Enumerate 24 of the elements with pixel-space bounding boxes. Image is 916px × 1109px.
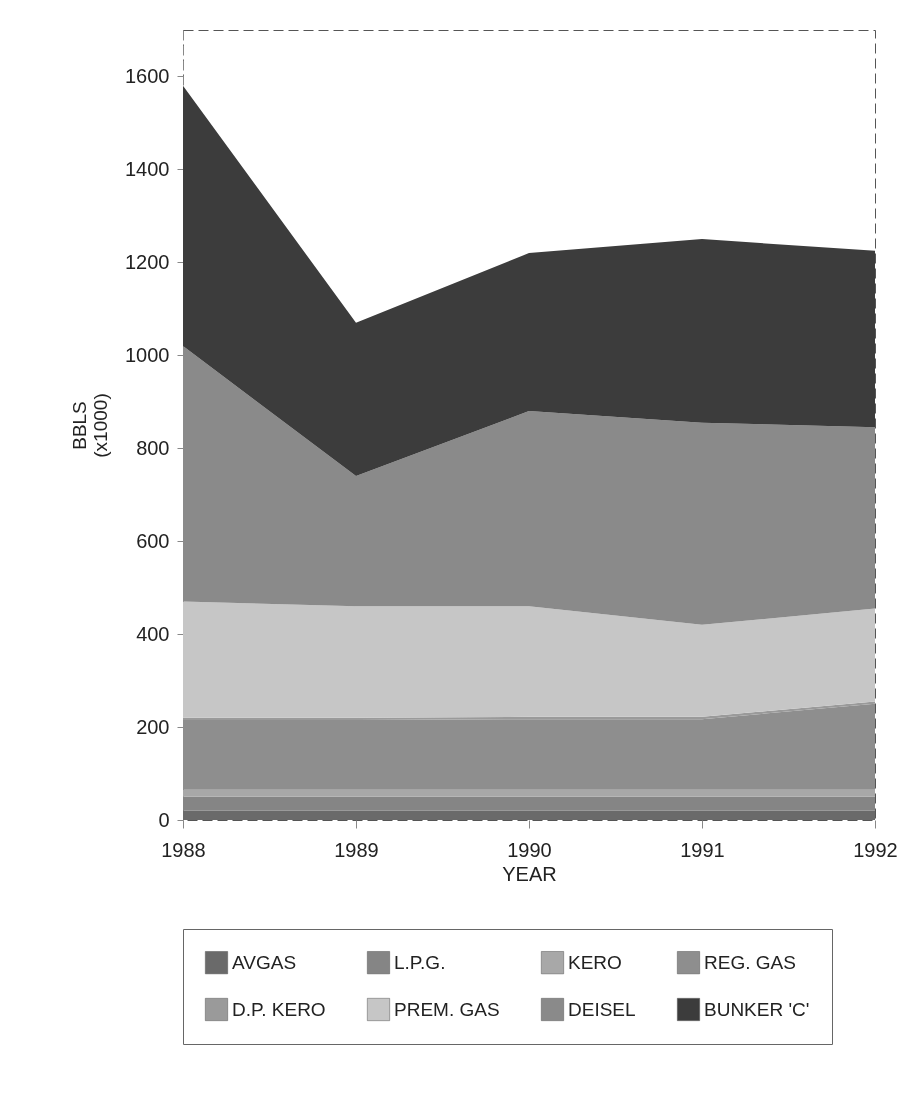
legend-label: L.P.G. <box>394 951 446 973</box>
legend-label: DEISEL <box>568 998 636 1020</box>
x-tick-label: 1991 <box>680 838 725 861</box>
y-tick-label: 1000 <box>125 343 170 366</box>
legend-label: REG. GAS <box>704 951 796 973</box>
y-tick-label: 1200 <box>125 250 170 273</box>
y-tick-label: 400 <box>136 622 170 645</box>
y-tick-label: 0 <box>158 808 170 831</box>
x-axis-title: YEAR <box>502 862 557 885</box>
y-axis-title: BBLS (x1000) <box>69 393 112 458</box>
legend-label: D.P. KERO <box>232 998 326 1020</box>
legend-label: AVGAS <box>232 951 297 973</box>
legend-label: KERO <box>568 951 622 973</box>
x-tick-label: 1992 <box>853 838 898 861</box>
y-tick-label: 200 <box>136 715 170 738</box>
x-tick-label: 1988 <box>161 838 206 861</box>
legend-label: BUNKER 'C' <box>704 998 810 1020</box>
y-tick-label: 1600 <box>125 64 170 87</box>
x-tick-label: 1990 <box>507 838 552 861</box>
x-tick-label: 1989 <box>334 838 379 861</box>
y-tick-label: 1400 <box>125 157 170 180</box>
legend-label: PREM. GAS <box>394 998 500 1020</box>
y-tick-label: 800 <box>136 436 170 459</box>
y-tick-label: 600 <box>136 529 170 552</box>
